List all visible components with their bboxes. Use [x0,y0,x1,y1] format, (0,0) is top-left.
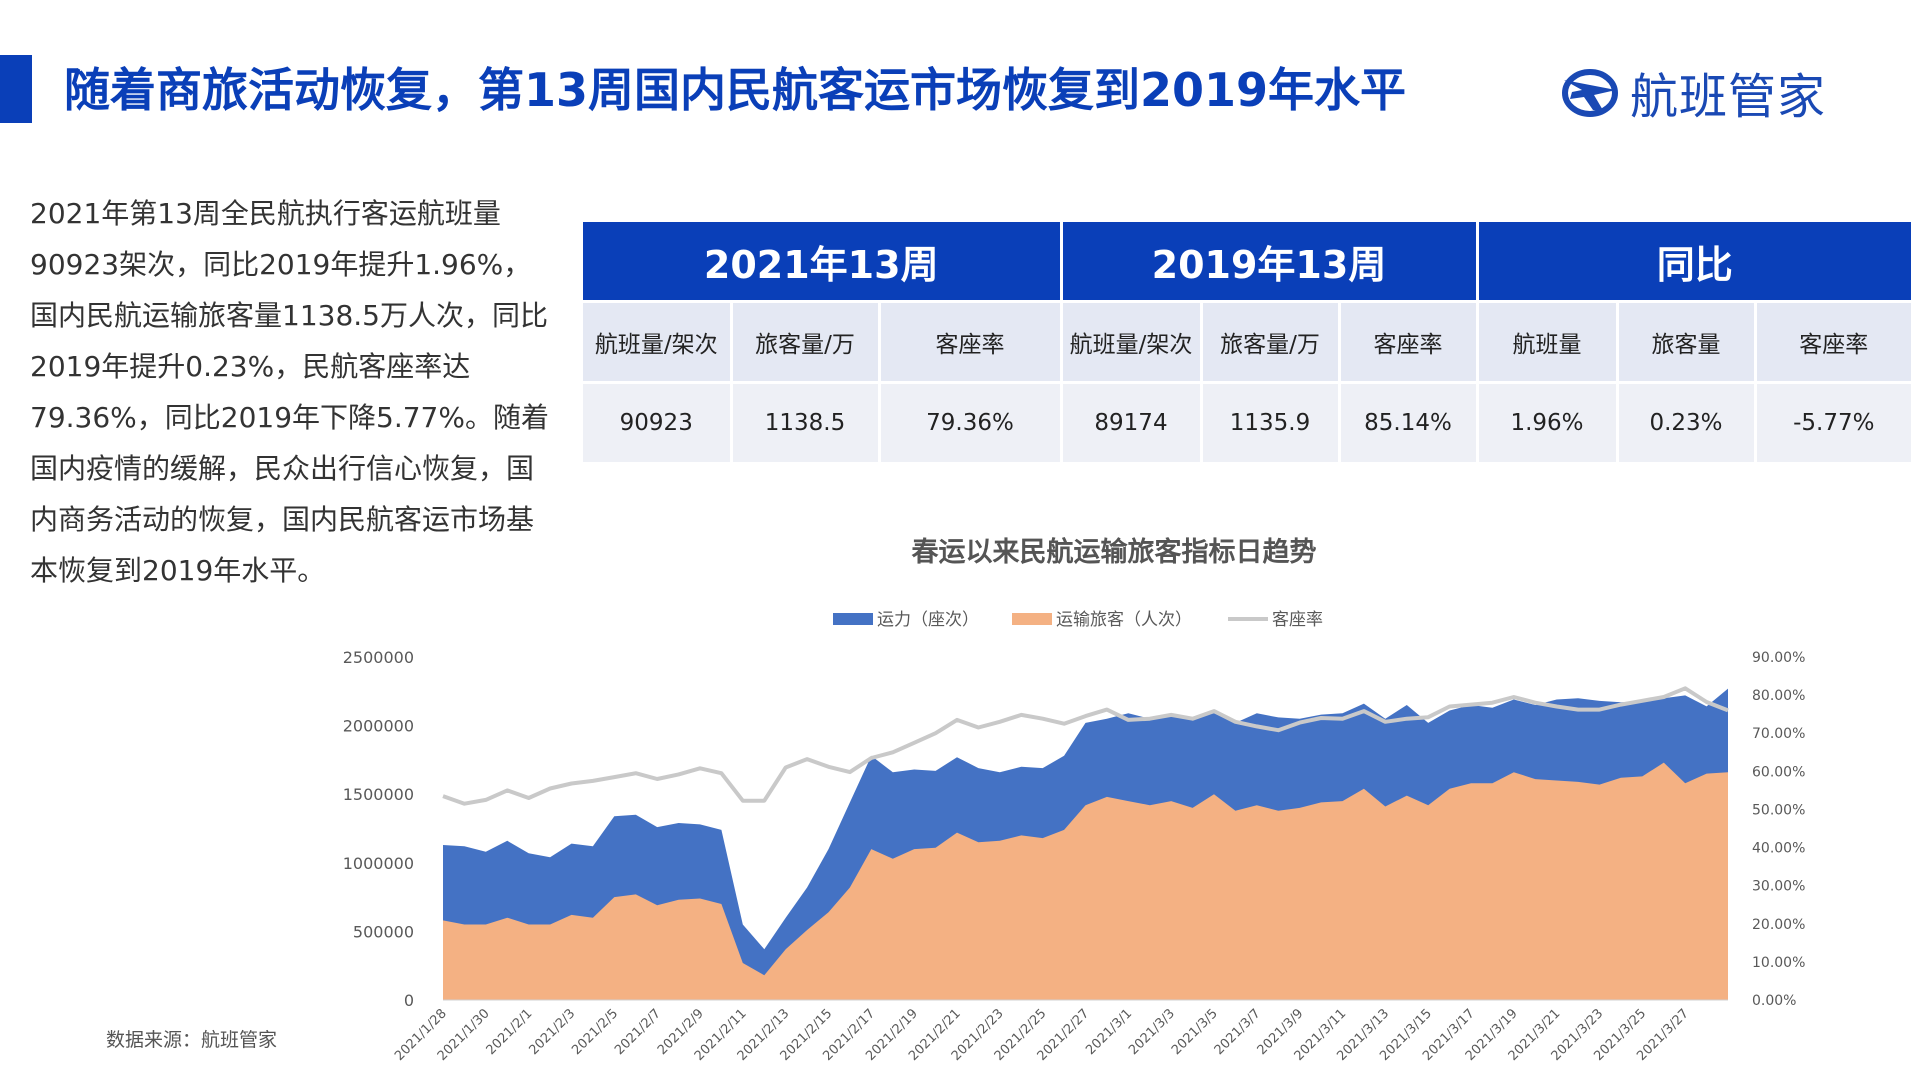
brand-logo: 航班管家 [1560,62,1826,125]
x-tick-label: 2021/2/5 [569,1006,621,1058]
subheader-cell: 航班量 [1477,300,1619,383]
value-cell: -5.77% [1755,381,1912,462]
value-cell: 89174 [1061,381,1203,462]
y-left-tick-label: 500000 [353,922,414,941]
trend-chart: 0 500000 1000000 1500000 2000000 2500000 0.00%… [343,610,1806,1064]
value-cell: 1138.5 [731,381,881,462]
subheader-cell: 客座率 [1755,300,1912,383]
subheader-cell: 航班量/架次 [583,300,733,383]
y-left-tick-label: 1500000 [343,785,414,804]
y-right-tick-label: 0.00% [1752,993,1796,1009]
value-cell: 1135.9 [1201,381,1341,462]
subheader-cell: 旅客量/万 [1201,300,1341,383]
data-source-note: 数据来源：航班管家 [106,1029,278,1051]
subheader-cell: 航班量/架次 [1061,300,1203,383]
y-right-tick-label: 50.00% [1752,802,1805,818]
y-left-tick-label: 2000000 [343,717,414,736]
y-right-tick-label: 60.00% [1752,764,1805,780]
y-left-tick-label: 1000000 [343,854,414,873]
y-left-tick-label: 0 [404,991,414,1010]
value-cell: 1.96% [1477,381,1619,462]
legend-label: 运输旅客（人次） [1056,610,1192,630]
passenger-area [443,762,1728,1000]
page-title: 随着商旅活动恢复，第13周国内民航客运市场恢复到2019年水平 [64,63,1407,117]
x-tick-label: 2021/2/1 [484,1006,536,1058]
x-tick-label: 2021/3/1 [1083,1006,1135,1058]
load-factor-line [442,686,1729,806]
x-tick-label: 2021/3/7 [1212,1006,1264,1058]
brand-name: 航班管家 [1630,69,1827,125]
y-right-tick-label: 30.00% [1752,879,1805,895]
summary-text: 2021年第13周全民航执行客运航班量90923架次，同比2019年提升1.96… [30,197,549,587]
value-cell: 79.36% [879,381,1063,462]
weekly-stats-table: 2021年13周 2019年13周 同比 航班量/架次 旅客量/万 客座率 航班… [583,222,1912,462]
group-header-2021: 2021年13周 [583,222,1063,302]
group-header-2019: 2019年13周 [1061,222,1479,302]
value-cell: 85.14% [1339,381,1479,462]
subheader-cell: 旅客量/万 [731,300,881,383]
chart-title: 春运以来民航运输旅客指标日趋势 [911,537,1317,568]
y-right-tick-label: 90.00% [1752,650,1805,666]
legend-swatch [833,613,873,625]
y-right-tick-label: 80.00% [1752,688,1805,704]
subheader-cell: 客座率 [1339,300,1479,383]
x-tick-label: 2021/2/3 [526,1006,578,1058]
subheader-cell: 旅客量 [1617,300,1757,383]
group-header-yoy: 同比 [1477,222,1912,302]
legend-label: 客座率 [1272,610,1323,630]
value-cell: 0.23% [1617,381,1757,462]
y-right-tick-label: 40.00% [1752,841,1805,857]
x-tick-label: 2021/2/7 [612,1006,664,1058]
subheader-cell: 客座率 [879,300,1063,383]
x-tick-label: 2021/3/3 [1126,1006,1178,1058]
y-right-tick-label: 20.00% [1752,917,1805,933]
x-tick-label: 2021/3/5 [1169,1006,1221,1058]
title-accent-bar [0,55,32,123]
y-right-tick-label: 10.00% [1752,955,1805,971]
airplane-logo-icon [1562,69,1618,117]
legend-swatch [1012,613,1052,625]
y-left-tick-label: 2500000 [343,648,414,667]
legend-label: 运力（座次） [877,610,979,630]
y-right-tick-label: 70.00% [1752,726,1805,742]
value-cell: 90923 [583,381,733,462]
